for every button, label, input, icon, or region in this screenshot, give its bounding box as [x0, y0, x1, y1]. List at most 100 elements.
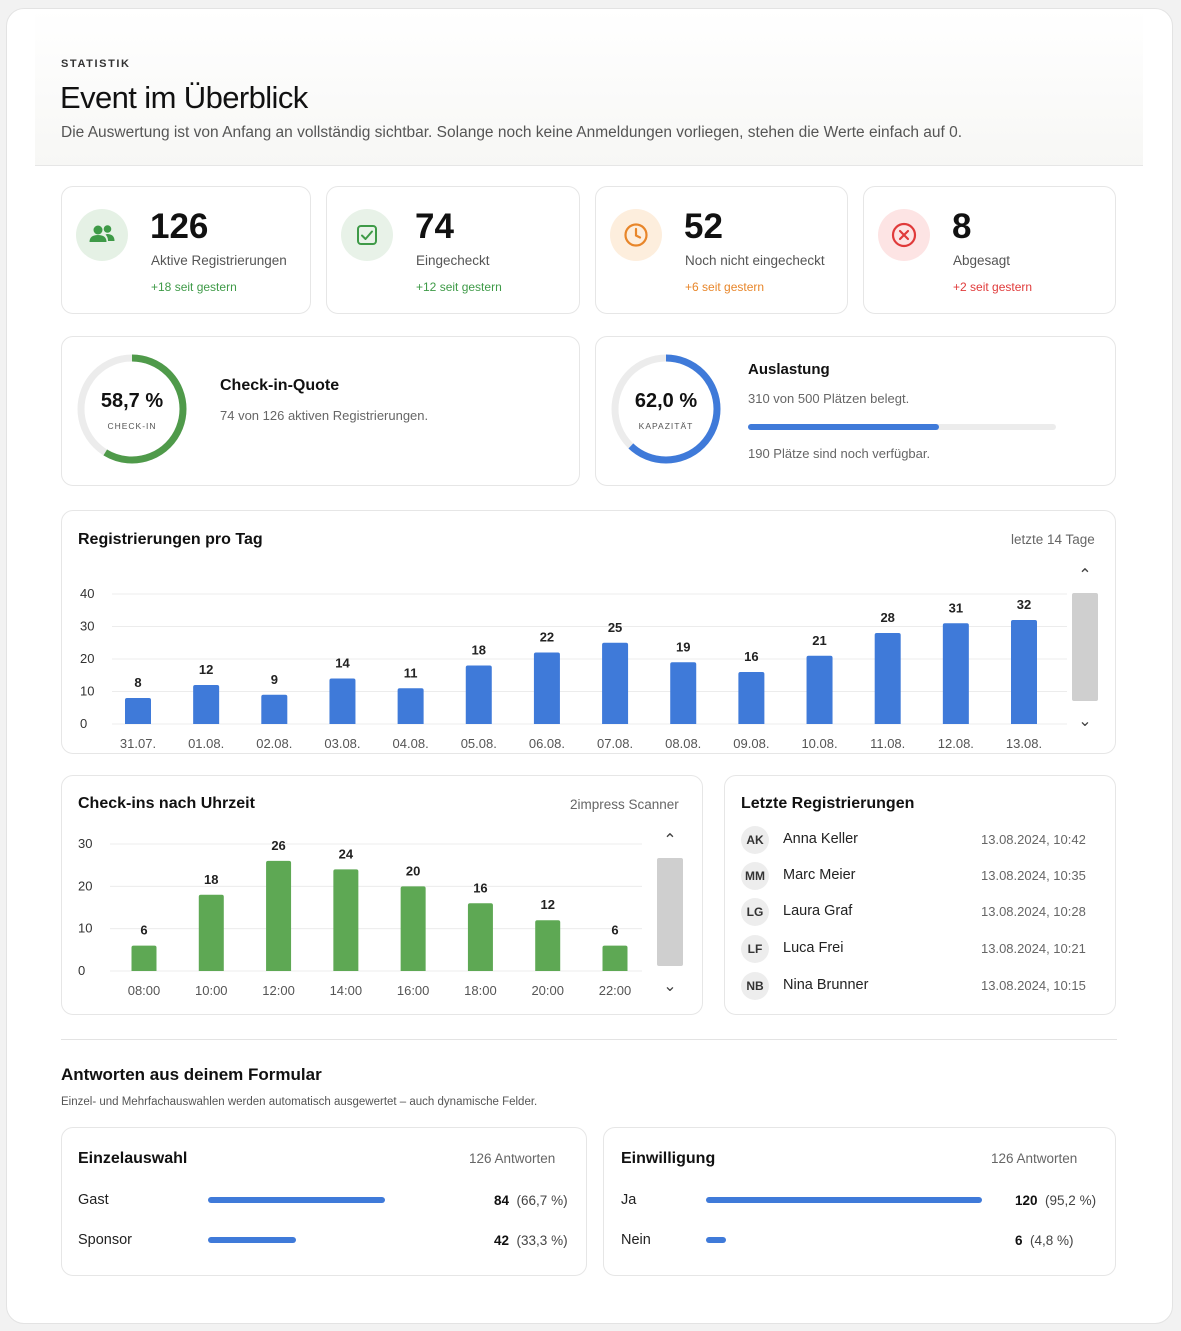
x-circle-icon — [878, 209, 930, 261]
bar[interactable] — [533, 652, 560, 725]
option-percent: (33,3 %) — [516, 1233, 568, 1248]
option-value: 42 (33,3 %) — [494, 1233, 568, 1248]
option-value: 84 (66,7 %) — [494, 1193, 568, 1208]
chevron-up-icon[interactable]: ⌃ — [1078, 567, 1092, 584]
stat-delta: +12 seit gestern — [416, 280, 502, 294]
page-title: Event im Überblick — [60, 80, 308, 115]
checkin-ring-value: 58,7 % — [100, 390, 164, 412]
bar-value-label: 18 — [472, 643, 486, 658]
stat-delta-suffix: seit gestern — [439, 280, 502, 294]
page-eyebrow: STATISTIK — [61, 58, 131, 70]
stat-label: Abgesagt — [953, 253, 1011, 268]
bar[interactable] — [329, 678, 356, 725]
list-item[interactable]: AK Anna Keller 13.08.2024, 10:42 — [741, 826, 1091, 854]
bar[interactable] — [261, 694, 288, 724]
stat-label: Aktive Registrierungen — [151, 253, 287, 268]
list-item[interactable]: NB Nina Brunner 13.08.2024, 10:15 — [741, 972, 1091, 1000]
page-subtitle: Die Auswertung ist von Anfang an vollstä… — [61, 124, 963, 141]
registrations-scrollbar[interactable]: ⌃ ⌄ — [1070, 563, 1100, 739]
form-block-single-choice: Einzelauswahl 126 Antworten Gast 84 (66,… — [61, 1127, 587, 1276]
bar-value-label: 20 — [406, 863, 420, 878]
stat-label: Noch nicht eingecheckt — [685, 253, 825, 268]
y-tick-label: 0 — [78, 963, 85, 978]
bar-value-label: 19 — [676, 639, 690, 654]
x-tick-label: 09.08. — [733, 736, 769, 751]
checkins-chart-source: 2impress Scanner — [570, 797, 679, 812]
bar[interactable] — [400, 886, 426, 971]
chevron-down-icon[interactable]: ⌄ — [1078, 713, 1092, 730]
scrollbar-thumb[interactable] — [1072, 593, 1098, 701]
list-item[interactable]: LG Laura Graf 13.08.2024, 10:28 — [741, 898, 1091, 926]
scrollbar-thumb[interactable] — [657, 858, 683, 966]
bar-value-label: 22 — [540, 630, 554, 645]
bar[interactable] — [602, 642, 629, 724]
x-tick-label: 16:00 — [397, 983, 430, 998]
bar[interactable] — [193, 685, 220, 724]
bar[interactable] — [465, 665, 492, 725]
x-tick-label: 18:00 — [464, 983, 497, 998]
capacity-ring — [611, 354, 721, 464]
bar[interactable] — [266, 860, 292, 971]
chevron-up-icon[interactable]: ⌃ — [663, 832, 677, 849]
registrations-chart-title: Registrierungen pro Tag — [78, 531, 263, 548]
bar-value-label: 18 — [204, 872, 218, 887]
bar[interactable] — [467, 903, 493, 971]
bar[interactable] — [874, 633, 901, 724]
bar[interactable] — [1011, 620, 1037, 724]
form-block-consent: Einwilligung 126 Antworten Ja 120 (95,2 … — [603, 1127, 1116, 1276]
x-tick-label: 20:00 — [531, 983, 564, 998]
checkins-chart-card: Check-ins nach Uhrzeit 2impress Scanner … — [61, 775, 703, 1015]
x-tick-label: 08.08. — [665, 736, 701, 751]
stat-card-checked-in: 74 Eingecheckt +12 seit gestern — [326, 186, 580, 314]
list-item[interactable]: MM Marc Meier 13.08.2024, 10:35 — [741, 862, 1091, 890]
clock-icon — [610, 209, 662, 261]
stat-card-active: 126 Aktive Registrierungen +18 seit gest… — [61, 186, 311, 314]
stat-value: 52 — [684, 207, 723, 246]
bar[interactable] — [670, 662, 697, 724]
checkins-scrollbar[interactable]: ⌃ ⌄ — [655, 828, 685, 1004]
checkin-ring-progress — [77, 354, 187, 464]
bar[interactable] — [397, 688, 424, 724]
bar-value-label: 12 — [540, 897, 554, 912]
bar-value-label: 11 — [404, 665, 418, 680]
x-tick-label: 08:00 — [128, 983, 161, 998]
bar-value-label: 12 — [199, 662, 213, 677]
avatar: MM — [741, 862, 769, 890]
bar[interactable] — [738, 672, 765, 724]
bar[interactable] — [125, 698, 151, 724]
bar[interactable] — [806, 655, 833, 724]
stat-delta: +6 seit gestern — [685, 280, 764, 294]
bar[interactable] — [942, 623, 969, 724]
checkin-quote-text: 74 von 126 aktiven Registrierungen. — [220, 408, 429, 423]
x-tick-label: 12:00 — [262, 983, 295, 998]
option-label: Gast — [78, 1192, 109, 1208]
x-tick-label: 13.08. — [1006, 736, 1042, 751]
avatar: AK — [741, 826, 769, 854]
checkins-chart-title: Check-ins nach Uhrzeit — [78, 795, 255, 812]
bar[interactable] — [535, 920, 561, 971]
x-tick-label: 04.08. — [393, 736, 429, 751]
stat-delta: +18 seit gestern — [151, 280, 237, 294]
list-item[interactable]: LF Luca Frei 13.08.2024, 10:21 — [741, 935, 1091, 963]
bar[interactable] — [602, 945, 628, 971]
bar-value-label: 26 — [271, 838, 285, 853]
checkin-quote-card: 58,7 % CHECK-IN Check-in-Quote 74 von 12… — [61, 336, 580, 486]
bar[interactable] — [131, 945, 157, 971]
bar[interactable] — [198, 894, 224, 971]
bar-value-label: 16 — [473, 880, 487, 895]
users-icon — [76, 209, 128, 261]
registration-time: 13.08.2024, 10:35 — [981, 868, 1086, 883]
bar[interactable] — [333, 869, 359, 971]
stat-delta-suffix: seit gestern — [174, 280, 237, 294]
x-tick-label: 02.08. — [256, 736, 292, 751]
option-count: 120 — [1015, 1193, 1038, 1208]
capacity-title: Auslastung — [748, 361, 830, 378]
registration-time: 13.08.2024, 10:15 — [981, 978, 1086, 993]
capacity-bar-track — [748, 424, 1056, 430]
option-count: 42 — [494, 1233, 510, 1248]
checkbox-icon — [341, 209, 393, 261]
chevron-down-icon[interactable]: ⌄ — [663, 978, 677, 995]
checkin-ring — [77, 354, 187, 464]
x-tick-label: 31.07. — [120, 736, 156, 751]
form-block-title: Einwilligung — [621, 1150, 716, 1167]
